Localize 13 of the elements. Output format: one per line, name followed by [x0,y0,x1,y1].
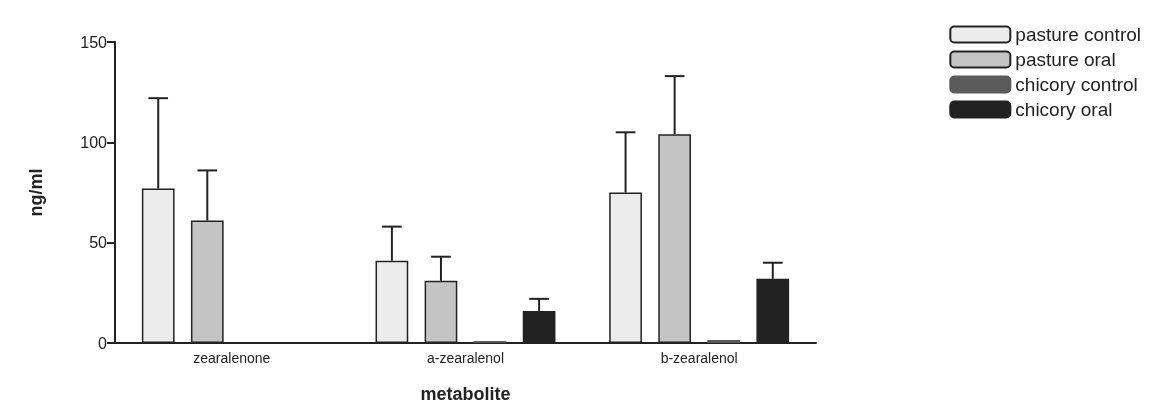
y-tick-label: 0 [98,334,108,352]
legend-label: chicory oral [1015,99,1113,120]
x-tick-label: zearalenone [193,350,271,366]
y-tick-label: 50 [89,234,108,252]
x-axis-title: metabolite [420,384,511,404]
x-tick-label: b-zearalenol [660,350,738,366]
y-tick-label: 100 [80,133,108,151]
legend-label: chicory control [1015,74,1138,95]
legend-label: pasture oral [1015,49,1116,70]
x-tick-label: a-zearalenol [426,350,505,366]
y-axis-title: ng/ml [26,168,46,217]
y-tick-label: 150 [80,33,108,51]
legend-label: pasture control [1015,24,1142,45]
